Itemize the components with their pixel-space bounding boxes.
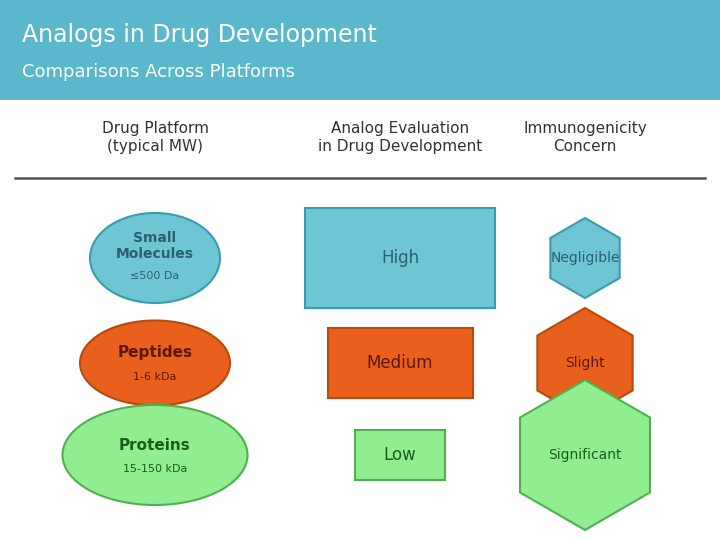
Text: Analog Evaluation
in Drug Development: Analog Evaluation in Drug Development bbox=[318, 122, 482, 154]
Ellipse shape bbox=[80, 321, 230, 406]
Text: Low: Low bbox=[384, 446, 416, 464]
Polygon shape bbox=[550, 218, 620, 298]
FancyBboxPatch shape bbox=[355, 430, 445, 480]
Ellipse shape bbox=[90, 213, 220, 303]
Text: Proteins: Proteins bbox=[119, 437, 191, 453]
FancyBboxPatch shape bbox=[305, 208, 495, 308]
Text: High: High bbox=[381, 249, 419, 267]
Text: Drug Platform
(typical MW): Drug Platform (typical MW) bbox=[102, 122, 209, 154]
Text: Comparisons Across Platforms: Comparisons Across Platforms bbox=[22, 63, 295, 81]
FancyBboxPatch shape bbox=[0, 0, 720, 100]
Text: Small
Molecules: Small Molecules bbox=[116, 231, 194, 261]
FancyBboxPatch shape bbox=[328, 328, 472, 398]
Text: ≤500 Da: ≤500 Da bbox=[130, 271, 179, 281]
Polygon shape bbox=[537, 308, 633, 418]
Text: Medium: Medium bbox=[366, 354, 433, 372]
Text: Immunogenicity
Concern: Immunogenicity Concern bbox=[523, 122, 647, 154]
Text: Slight: Slight bbox=[565, 356, 605, 370]
Polygon shape bbox=[520, 380, 650, 530]
Text: 1-6 kDa: 1-6 kDa bbox=[133, 372, 176, 382]
FancyBboxPatch shape bbox=[0, 100, 720, 175]
Text: Negligible: Negligible bbox=[550, 251, 620, 265]
Text: 15-150 kDa: 15-150 kDa bbox=[123, 464, 187, 474]
Text: Analogs in Drug Development: Analogs in Drug Development bbox=[22, 23, 377, 47]
Ellipse shape bbox=[63, 405, 248, 505]
Text: Significant: Significant bbox=[548, 448, 622, 462]
Text: Peptides: Peptides bbox=[117, 346, 192, 361]
